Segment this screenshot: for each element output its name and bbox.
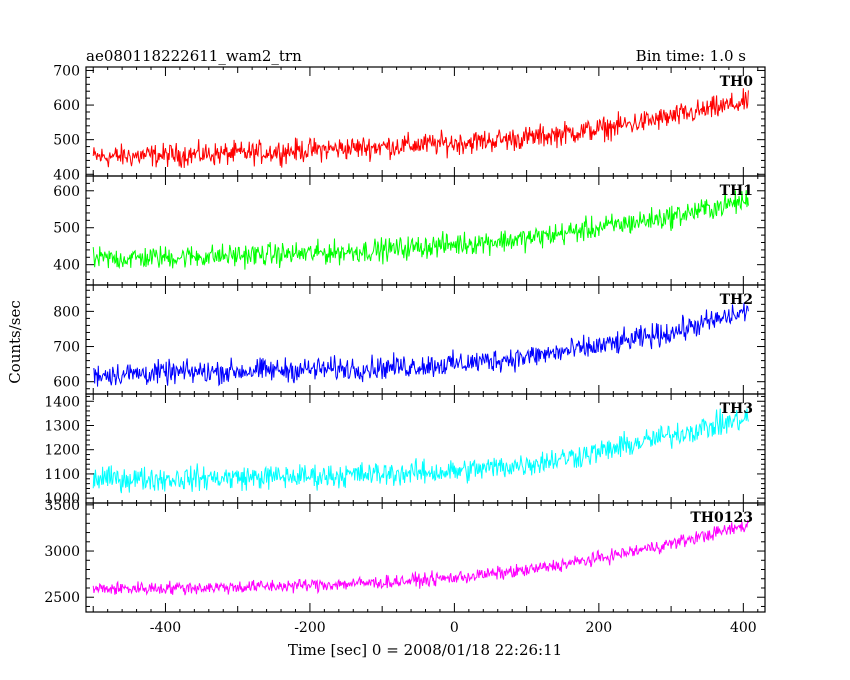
series-line-th2	[92, 302, 749, 387]
y-tick-label: 1400	[44, 394, 80, 410]
y-tick-label: 3000	[44, 544, 80, 560]
panel-th3: 1000 1100 1200 1300 1400 TH3	[44, 393, 766, 507]
panels: 400 500 600 700 TH0 400 500 600 TH1 600 700 800 TH2 1…	[44, 63, 766, 636]
panel-th1: 400 500 600 TH1	[53, 175, 766, 286]
panel-label: TH0	[720, 74, 754, 90]
x-tick-label: 400	[730, 620, 757, 636]
y-tick-label: 700	[53, 63, 80, 79]
panel-frame	[85, 175, 766, 286]
panel-th2: 600 700 800 TH2	[53, 284, 766, 395]
chart-title: ae080118222611_wam2_trn	[86, 47, 302, 65]
y-tick-label: 600	[53, 98, 80, 114]
x-axis-label: Time [sec] 0 = 2008/01/18 22:26:11	[288, 641, 562, 659]
y-tick-label: 1100	[44, 467, 80, 483]
y-tick-label: 600	[53, 184, 80, 200]
y-tick-label: 500	[53, 221, 80, 237]
panel-label: TH3	[720, 401, 753, 417]
panel-label: TH1	[720, 183, 753, 199]
y-tick-label: 500	[53, 133, 80, 149]
y-axis-label: Counts/sec	[6, 300, 24, 384]
panel-frame	[85, 502, 766, 613]
y-tick-label: 400	[53, 167, 80, 183]
x-tick-label: 0	[450, 620, 459, 636]
y-tick-label: 3500	[44, 498, 80, 514]
panel-frame	[85, 393, 766, 504]
x-tick-label: 200	[585, 620, 612, 636]
panel-label: TH2	[720, 292, 753, 308]
y-tick-label: 700	[53, 340, 80, 356]
panel-label: TH0123	[690, 510, 753, 526]
y-tick-label: 400	[53, 258, 80, 274]
y-tick-label: 2500	[44, 590, 80, 606]
y-tick-label: 1200	[44, 443, 80, 459]
panel-th0123: 2500 3000 3500 TH0123 -400 -200 0 200 400	[44, 498, 766, 636]
series-line-th1	[92, 190, 749, 270]
x-tick-label: -200	[294, 620, 325, 636]
bin-time-label: Bin time: 1.0 s	[636, 47, 746, 65]
y-tick-label: 800	[53, 304, 80, 320]
series-line-th0123	[92, 520, 749, 596]
panel-th0: 400 500 600 700 TH0	[53, 63, 766, 183]
series-line-th0	[92, 88, 749, 168]
y-tick-label: 1000	[44, 491, 80, 507]
panel-frame	[85, 284, 766, 395]
y-tick-label: 1300	[44, 418, 80, 434]
y-tick-label: 600	[53, 375, 80, 391]
x-tick-label: -400	[150, 620, 181, 636]
series-line-th3	[92, 408, 749, 494]
